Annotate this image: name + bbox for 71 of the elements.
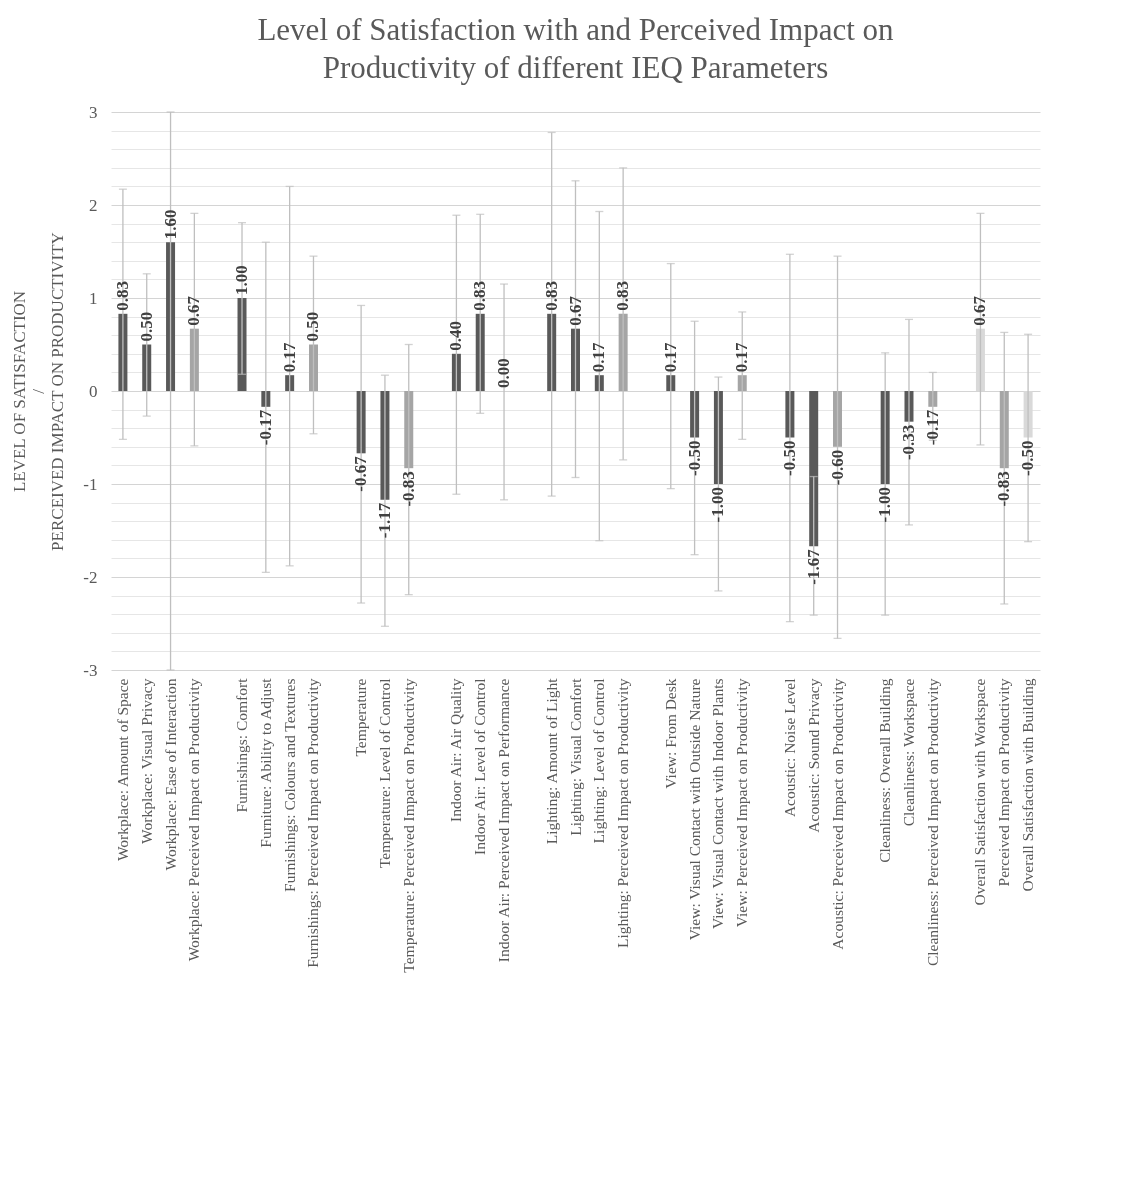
x-tick-label: Temperature: Perceived Impact on Productivity	[399, 678, 417, 973]
data-label: -0.17	[922, 409, 942, 446]
data-label: -0.83	[398, 471, 418, 507]
x-tick-label: Furniture: Ability to Adjust	[256, 677, 274, 848]
x-tick-label: Workplace: Visual Privacy	[137, 678, 155, 844]
data-label: -1.17	[374, 502, 394, 539]
x-tick-label: Acoustic: Sound Privacy	[804, 678, 822, 833]
y-tick-label: 1	[89, 288, 98, 308]
x-tick-label: Perceived Impact on Productivity	[995, 678, 1013, 887]
data-label: 0.00	[494, 358, 514, 388]
data-label: 0.17	[589, 341, 609, 373]
x-tick-label: Furnishings: Comfort	[233, 677, 251, 813]
y-tick-label: 3	[89, 102, 98, 122]
x-tick-label: Lighting: Level of Control	[590, 678, 608, 844]
data-label: 0.17	[660, 341, 680, 373]
data-label: 1.00	[232, 265, 252, 295]
y-tick-label: -1	[83, 474, 98, 494]
data-label: 0.40	[446, 321, 466, 351]
data-label: -0.33	[898, 424, 918, 461]
x-tick-label: Cleanliness: Overall Building	[876, 678, 894, 863]
data-label: 0.83	[112, 281, 132, 311]
x-tick-label: Indoor Air: Level of Control	[471, 678, 489, 855]
data-label: 0.17	[279, 341, 299, 373]
data-label: 0.83	[541, 281, 561, 311]
x-tick-label: Workplace: Perceived Impact on Productivity	[185, 678, 203, 962]
data-label: -0.60	[827, 449, 847, 486]
x-tick-label: Lighting: Visual Comfort	[566, 677, 584, 836]
x-tick-label: Indoor Air: Air Quality	[447, 678, 465, 822]
data-label: 0.67	[184, 295, 204, 326]
data-label: -0.50	[1018, 440, 1038, 476]
x-tick-label: View: Perceived Impact on Productivity	[733, 678, 751, 928]
x-tick-label: Lighting: Amount of Light	[542, 677, 560, 845]
x-tick-label: Overall Satisfaction with Workspace	[971, 678, 989, 906]
data-label: -1.00	[875, 487, 895, 523]
x-tick-label: Cleanliness: Perceived Impact on Productivity	[923, 678, 941, 967]
data-label: 0.83	[613, 281, 633, 311]
x-tick-label: Indoor Air: Perceived Impact on Performance	[495, 678, 513, 963]
x-tick-label: Temperature	[352, 678, 370, 757]
data-label: -0.17	[255, 409, 275, 446]
y-tick-label: 0	[89, 381, 98, 401]
y-axis-title: LEVEL OF SATISFACTION / PERCEIVED IMPACT ON PRODUCTIVITY	[10, 232, 68, 551]
data-label: 1.60	[160, 209, 180, 240]
x-tick-label: Acoustic: Noise Level	[780, 678, 798, 818]
data-label: 0.50	[303, 311, 323, 342]
x-tick-label: Temperature: Level of Control	[375, 678, 393, 869]
data-label: 0.50	[136, 311, 156, 342]
x-tick-label: Overall Satisfaction with Building	[1019, 678, 1037, 892]
data-label: -1.00	[708, 487, 728, 523]
data-label: -0.83	[994, 471, 1014, 507]
data-label: -0.67	[351, 455, 371, 492]
data-label: 0.83	[470, 281, 490, 311]
x-tick-label: View: From Desk	[661, 678, 679, 789]
x-tick-label: View: Visual Contact with Indoor Plants	[709, 678, 727, 930]
data-label: 0.17	[732, 341, 752, 373]
x-tick-label: Lighting: Perceived Impact on Productivity	[614, 678, 632, 948]
x-tick-label: Workplace: Ease of Interaction	[161, 678, 179, 871]
x-tick-label: Acoustic: Perceived Impact on Productivity	[828, 678, 846, 950]
x-tick-label: View: Visual Contact with Outside Nature	[685, 678, 703, 941]
x-tick-label: Furnishings: Perceived Impact on Productivity	[304, 678, 322, 968]
x-tick-label: Cleanliness: Workspace	[899, 678, 917, 827]
x-tick-label: Workplace: Amount of Space	[113, 678, 131, 862]
y-tick-label: -3	[83, 660, 98, 680]
data-label: 0.67	[565, 295, 585, 326]
data-label: -0.50	[684, 440, 704, 476]
x-tick-label: Furnishings: Colours and Textures	[280, 678, 298, 892]
data-label: -0.50	[779, 440, 799, 476]
y-tick-label: -2	[83, 567, 98, 587]
data-label: 0.67	[970, 295, 990, 326]
y-tick-label: 2	[89, 195, 98, 215]
data-label: -1.67	[803, 548, 823, 585]
chart-title: Level of Satisfaction with and Perceived Impact on Productivity of different IEQ Parameters	[257, 12, 895, 85]
